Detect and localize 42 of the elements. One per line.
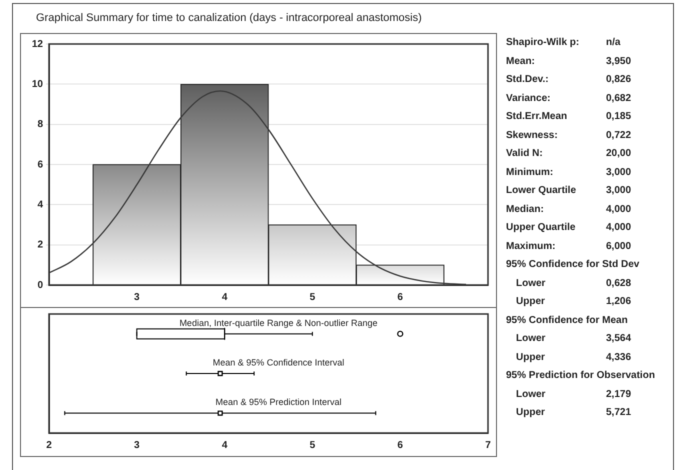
text: Median: 4,000 bbox=[506, 204, 632, 214]
text: Mean: 3,950 bbox=[506, 56, 632, 66]
text: Valid N: 20,00 bbox=[506, 148, 632, 159]
text: 95% Confidence for Mean bbox=[506, 314, 629, 328]
x-tick-label: 2 bbox=[46, 440, 52, 451]
text: Lower 2,179 bbox=[516, 388, 632, 400]
chart-title: Graphical Summary for time to canalization (days - intracorporeal anastomosis) bbox=[36, 12, 422, 24]
y-tick-label: Mean & 95% Prediction Interval bbox=[215, 397, 342, 408]
x-tick-label: 7 bbox=[485, 440, 492, 451]
y-tick-label: 2 bbox=[37, 240, 44, 251]
text: 95% Confidence for Std Dev bbox=[506, 258, 640, 272]
x-tick-label: 3 bbox=[134, 440, 140, 451]
x-tick-label: 6 bbox=[397, 440, 404, 451]
y-tick-label: 12 bbox=[32, 38, 44, 50]
x-tick-label: 5 bbox=[310, 440, 316, 451]
text: Lower 0,628 bbox=[516, 278, 632, 288]
text: Skewness: 0,722 bbox=[506, 130, 632, 140]
y-tick-label: 10 bbox=[32, 78, 44, 90]
x-tick-label: 6 bbox=[397, 292, 404, 303]
text: Upper 4,336 bbox=[516, 352, 632, 362]
text: Variance: 0,682 bbox=[506, 92, 632, 104]
text: Upper 5,721 bbox=[516, 407, 632, 418]
text: Upper 1,206 bbox=[516, 296, 632, 307]
x-tick-label: 3 bbox=[134, 292, 140, 303]
text: Maximum: 6,000 bbox=[506, 240, 632, 252]
x-tick-label: 5 bbox=[310, 292, 316, 303]
x-tick-label: 4 bbox=[222, 292, 228, 303]
text: Upper Quartile 4,000 bbox=[506, 222, 632, 233]
text: Minimum: 3,000 bbox=[506, 166, 632, 178]
text: Shapiro-Wilk p: n/a bbox=[506, 37, 620, 48]
y-tick-label: Mean & 95% Confidence Interval bbox=[212, 357, 344, 368]
text: Lower 3,564 bbox=[516, 333, 632, 344]
x-tick-label: 4 bbox=[222, 440, 228, 451]
y-tick-label: 4 bbox=[37, 199, 44, 210]
text: 95% Prediction for Observation bbox=[506, 369, 656, 383]
y-tick-label: 6 bbox=[37, 159, 44, 170]
text: Std.Dev.: 0,826 bbox=[506, 74, 632, 85]
y-tick-label: 0 bbox=[37, 280, 44, 291]
text: Lower Quartile 3,000 bbox=[506, 185, 632, 196]
y-tick-label: Median, Inter-quartile Range & Non-outlier Range bbox=[179, 318, 378, 328]
y-tick-label: 8 bbox=[37, 119, 44, 130]
text: Std.Err.Mean 0,185 bbox=[506, 111, 632, 122]
